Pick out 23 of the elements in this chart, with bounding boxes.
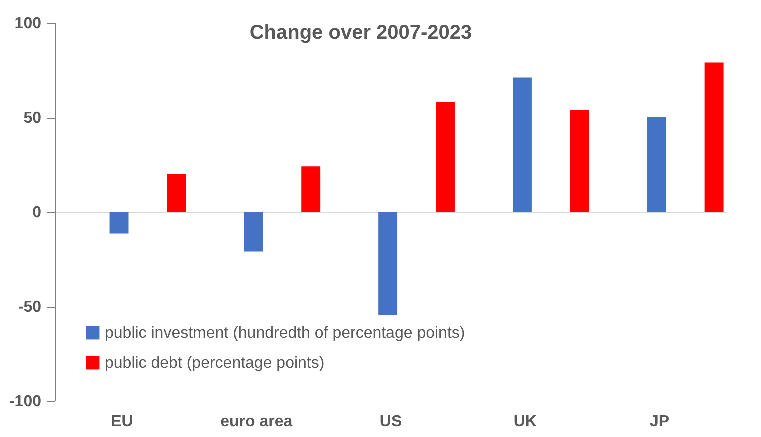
bar xyxy=(378,212,398,316)
legend-label: public debt (percentage points) xyxy=(105,355,325,372)
y-tick-label: 100 xyxy=(14,16,42,32)
bar xyxy=(704,62,724,212)
x-tick-label: JP xyxy=(650,414,670,430)
x-tick-label: EU xyxy=(111,414,134,430)
bar xyxy=(570,110,590,212)
chart-title: Change over 2007-2023 xyxy=(250,22,472,44)
bar xyxy=(244,212,264,252)
bar xyxy=(110,212,129,234)
y-tick-label: 50 xyxy=(24,110,42,127)
bar xyxy=(302,166,321,212)
bar xyxy=(436,102,455,212)
y-tick-label: 0 xyxy=(32,204,42,222)
y-tick-label: -50 xyxy=(18,299,42,316)
bar xyxy=(167,174,186,212)
bar xyxy=(647,118,666,212)
x-tick-label: UK xyxy=(514,414,538,430)
bar xyxy=(512,78,532,212)
legend-label: public investment (hundredth of percentage points) xyxy=(105,325,466,342)
x-tick-label: US xyxy=(380,414,402,430)
x-tick-label: euro area xyxy=(220,414,293,430)
y-tick-label: -100 xyxy=(9,394,42,410)
